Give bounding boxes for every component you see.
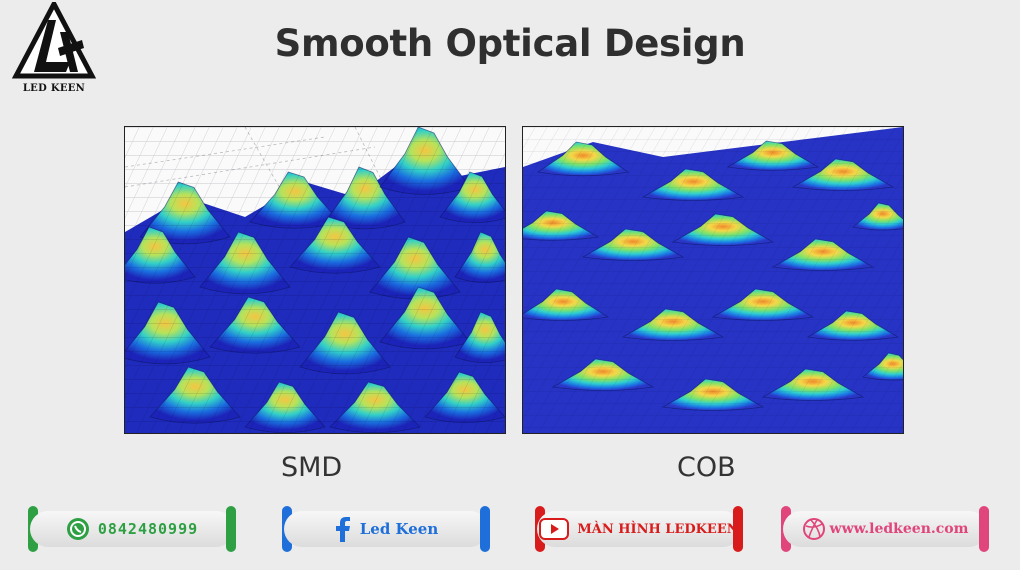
page-title: Smooth Optical Design xyxy=(274,22,746,65)
phone-number: 0842480999 xyxy=(97,520,199,538)
cob-surface-plot xyxy=(522,126,904,434)
logo-text: LED KEEN xyxy=(22,83,86,94)
website-label: www.ledkeen.com xyxy=(829,521,969,537)
website-link[interactable]: www.ledkeen.com xyxy=(781,506,989,552)
youtube-label: MÀN HÌNH LEDKEEN xyxy=(577,521,739,537)
whatsapp-icon xyxy=(66,517,90,541)
facebook-link[interactable]: Led Keen xyxy=(282,506,490,552)
cob-caption: COB xyxy=(677,452,736,483)
youtube-icon xyxy=(539,518,570,540)
phone-link[interactable]: 0842480999 xyxy=(28,506,236,552)
brand-logo xyxy=(8,0,100,98)
facebook-label: Led Keen xyxy=(359,520,439,538)
smd-caption: SMD xyxy=(281,452,343,483)
dribbble-icon xyxy=(802,517,826,541)
smd-surface-plot xyxy=(124,126,506,434)
facebook-icon xyxy=(334,516,352,542)
logo-mark-icon xyxy=(11,0,97,79)
youtube-link[interactable]: MÀN HÌNH LEDKEEN xyxy=(535,506,743,552)
